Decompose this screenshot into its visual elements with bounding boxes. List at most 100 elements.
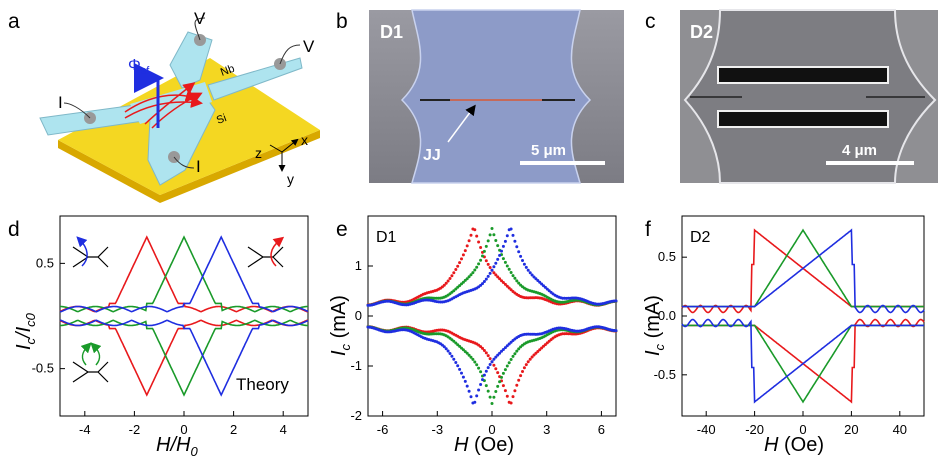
sem-image-d1: D1 JJ 5 μm bbox=[369, 9, 624, 184]
data-point-red bbox=[503, 282, 507, 286]
data-point-red bbox=[460, 257, 463, 261]
data-point-blue bbox=[505, 344, 509, 348]
panel-label-b: b bbox=[336, 10, 348, 33]
data-point-red bbox=[511, 395, 515, 399]
data-point-blue bbox=[519, 254, 523, 258]
series-line-red bbox=[59, 235, 309, 313]
substrate-side bbox=[58, 130, 320, 203]
device-label: D1 bbox=[380, 22, 403, 42]
data-point-red bbox=[503, 389, 507, 393]
data-point-green bbox=[475, 363, 479, 367]
data-point-blue bbox=[454, 361, 458, 364]
data-point-red bbox=[530, 355, 534, 359]
inset-diagram bbox=[72, 342, 109, 383]
svg-text:z: z bbox=[255, 145, 262, 161]
data-point-green bbox=[492, 395, 496, 399]
y-tick-label: 0.0 bbox=[658, 308, 676, 323]
data-point-red bbox=[532, 353, 536, 357]
data-point-green bbox=[517, 347, 521, 351]
data-point-red bbox=[484, 259, 488, 263]
data-point-green bbox=[479, 370, 483, 374]
y-tick-label: -0.5 bbox=[32, 361, 54, 376]
data-point-blue bbox=[524, 265, 528, 269]
data-point-blue bbox=[488, 363, 492, 366]
data-point-blue bbox=[522, 262, 526, 266]
x-axis-label: H (Oe) bbox=[454, 434, 514, 456]
panel-label-e: e bbox=[336, 218, 348, 241]
series-line-blue bbox=[59, 319, 309, 397]
data-point-red bbox=[452, 271, 456, 275]
data-point-blue bbox=[532, 275, 536, 279]
series-line-red bbox=[682, 318, 925, 404]
data-point-blue bbox=[460, 371, 463, 375]
x-tick-label: 40 bbox=[893, 422, 907, 437]
y-tick-label: 0 bbox=[355, 308, 362, 323]
data-point-green bbox=[465, 351, 469, 355]
data-point-green bbox=[492, 233, 496, 237]
data-point-blue bbox=[614, 299, 618, 303]
data-point-green bbox=[479, 258, 483, 262]
data-point-red bbox=[456, 264, 460, 268]
data-point-red bbox=[488, 357, 492, 361]
jj-label: JJ bbox=[423, 147, 441, 164]
data-point-blue bbox=[477, 388, 481, 392]
data-point-red bbox=[486, 262, 490, 266]
x-tick-label: 3 bbox=[543, 422, 550, 437]
data-point-green bbox=[503, 368, 507, 372]
data-point-blue bbox=[500, 249, 503, 253]
chart-title: D1 bbox=[376, 229, 397, 246]
data-point-green bbox=[484, 384, 488, 388]
data-point-green bbox=[452, 339, 456, 343]
x-tick-label: 0 bbox=[799, 422, 806, 437]
data-point-blue bbox=[444, 347, 448, 351]
data-point-blue bbox=[509, 227, 513, 231]
data-point-blue bbox=[515, 245, 519, 249]
data-point-blue bbox=[503, 346, 507, 350]
data-point-red bbox=[515, 383, 519, 387]
data-point-green bbox=[513, 352, 517, 356]
data-point-red bbox=[450, 274, 454, 278]
data-point-red bbox=[461, 253, 465, 257]
data-point-blue bbox=[467, 389, 471, 393]
data-point-red bbox=[522, 366, 526, 370]
data-point-blue bbox=[463, 379, 467, 383]
data-point-blue bbox=[528, 271, 532, 275]
x-axis-label: H/H0 bbox=[156, 434, 198, 459]
data-point-blue bbox=[498, 351, 502, 355]
slot bbox=[717, 110, 889, 128]
data-point-green bbox=[500, 375, 503, 379]
data-point-red bbox=[458, 261, 462, 265]
data-point-red bbox=[444, 281, 448, 285]
data-point-red bbox=[484, 351, 488, 355]
data-point-green bbox=[501, 371, 505, 375]
x-tick-label: -2 bbox=[129, 422, 141, 437]
data-point-green bbox=[473, 268, 477, 272]
wire bbox=[279, 44, 301, 65]
current-line bbox=[151, 92, 203, 129]
series-line-blue bbox=[682, 228, 925, 314]
data-point-red bbox=[524, 363, 528, 367]
data-point-green bbox=[471, 357, 475, 361]
data-point-red bbox=[521, 370, 524, 373]
svg-text:y: y bbox=[287, 171, 294, 187]
data-point-red bbox=[528, 357, 532, 361]
data-point-green bbox=[505, 264, 509, 268]
data-point-green bbox=[490, 227, 494, 230]
data-point-red bbox=[501, 281, 505, 284]
data-point-green bbox=[469, 355, 473, 359]
data-point-blue bbox=[490, 360, 494, 364]
y-axis-label: Ic (mA) bbox=[642, 295, 667, 356]
series-line-blue bbox=[681, 318, 924, 404]
electrode-shape bbox=[683, 9, 937, 184]
data-point-red bbox=[496, 371, 500, 375]
scalebar-label: 4 μm bbox=[842, 142, 877, 159]
data-point-blue bbox=[492, 357, 496, 361]
data-point-blue bbox=[469, 395, 473, 399]
data-point-green bbox=[471, 271, 475, 275]
scalebar-label: 5 μm bbox=[531, 142, 566, 159]
panel-label-d: d bbox=[8, 218, 20, 241]
data-point-blue bbox=[452, 357, 456, 361]
si-label: Si bbox=[215, 112, 228, 127]
x-tick-label: -3 bbox=[432, 422, 444, 437]
y-tick-label: -0.5 bbox=[654, 367, 676, 382]
